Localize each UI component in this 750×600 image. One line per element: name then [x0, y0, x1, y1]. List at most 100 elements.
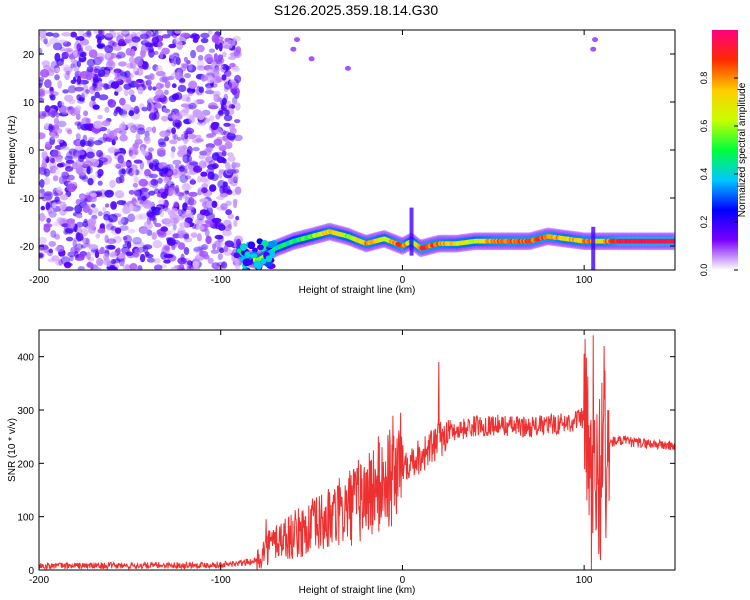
noise-blob: [70, 63, 75, 69]
noise-blob: [87, 177, 94, 186]
y-tick-label: 100: [17, 513, 34, 524]
noise-blob: [41, 60, 50, 67]
noise-blob: [160, 83, 165, 88]
noise-blob: [225, 171, 232, 178]
noise-blob: [290, 46, 297, 52]
noise-blob: [103, 83, 109, 90]
noise-blob: [179, 78, 186, 83]
noise-blob: [234, 74, 242, 84]
noise-blob: [175, 57, 181, 65]
noise-blob: [85, 237, 91, 246]
colorbar-tick-label: 0.8: [699, 72, 709, 85]
noise-blob: [161, 34, 171, 39]
noise-blob: [120, 30, 130, 35]
noise-blob: [153, 50, 159, 55]
noise-blob: [184, 103, 192, 111]
noise-blob: [126, 79, 132, 84]
noise-blob: [80, 123, 90, 131]
noise-blob: [186, 206, 195, 211]
snr-frame: [38, 329, 676, 571]
noise-blob: [231, 87, 240, 97]
noise-blob: [235, 102, 241, 111]
noise-blob: [97, 228, 106, 234]
noise-blob: [120, 114, 128, 118]
noise-blob: [58, 259, 63, 266]
noise-blob: [198, 160, 207, 169]
noise-blob: [139, 33, 150, 40]
noise-blob: [197, 59, 204, 68]
noise-blob: [223, 69, 232, 77]
noise-blob: [77, 47, 84, 57]
noise-blob: [163, 199, 169, 208]
noise-blob: [164, 245, 170, 251]
noise-blob: [83, 110, 89, 117]
noise-blob: [139, 227, 149, 234]
noise-blob: [177, 242, 186, 250]
noise-blob: [131, 197, 137, 203]
noise-blob: [66, 183, 77, 193]
y-tick-label: 0: [28, 146, 34, 157]
noise-blob: [217, 235, 224, 243]
noise-blob: [175, 121, 181, 130]
noise-blob: [151, 207, 162, 216]
noise-blob: [85, 89, 90, 94]
noise-blob: [217, 253, 223, 261]
noise-blob: [85, 45, 93, 52]
noise-blob: [231, 96, 238, 105]
noise-blob: [210, 249, 220, 254]
noise-blob: [52, 42, 63, 51]
noise-blob: [55, 112, 60, 118]
noise-blob: [218, 61, 223, 67]
noise-blob: [104, 45, 114, 53]
noise-blob: [79, 174, 88, 180]
noise-blob: [187, 88, 195, 94]
noise-blob: [227, 223, 232, 229]
noise-blob: [177, 257, 187, 265]
noise-blob: [55, 186, 63, 194]
noise-blob: [148, 96, 155, 103]
x-tick-label: 0: [400, 575, 406, 586]
noise-blob: [128, 149, 134, 157]
noise-blob: [116, 51, 126, 59]
noise-blob: [157, 199, 166, 205]
noise-blob: [80, 139, 86, 148]
ridge-cluster: [260, 257, 267, 265]
noise-blob: [174, 201, 179, 207]
noise-blob: [170, 151, 175, 159]
y-tick-label: 10: [23, 98, 35, 109]
noise-blob: [172, 168, 178, 176]
noise-blob: [127, 228, 136, 234]
noise-blob: [49, 86, 54, 92]
noise-blob: [67, 86, 75, 94]
noise-blob: [62, 64, 70, 72]
noise-blob: [93, 140, 103, 146]
noise-blob: [207, 30, 213, 35]
noise-blob: [133, 81, 140, 88]
noise-blob: [147, 147, 155, 152]
noise-blob: [196, 233, 202, 242]
noise-blob: [200, 74, 207, 82]
spectrogram-x-ticks: -200 -100 0 100: [29, 30, 593, 286]
noise-blob: [187, 91, 194, 97]
noise-blob: [205, 235, 212, 245]
noise-blob: [196, 212, 205, 221]
noise-blob: [146, 257, 156, 263]
noise-blob: [68, 220, 76, 229]
noise-blob: [164, 183, 170, 193]
noise-blob: [132, 252, 140, 258]
noise-blob: [49, 130, 58, 137]
noise-blob: [226, 132, 236, 141]
noise-blob: [138, 213, 148, 220]
noise-blob: [39, 253, 44, 258]
noise-blob: [105, 33, 113, 38]
noise-blob: [43, 38, 48, 45]
noise-blob: [41, 110, 51, 117]
noise-blob: [171, 127, 177, 135]
noise-blob: [97, 56, 104, 63]
noise-blob: [122, 264, 132, 270]
noise-blob: [73, 67, 80, 72]
noise-blob: [102, 206, 107, 212]
noise-blob: [161, 75, 169, 83]
noise-blob: [226, 40, 236, 47]
noise-blob: [166, 229, 172, 236]
